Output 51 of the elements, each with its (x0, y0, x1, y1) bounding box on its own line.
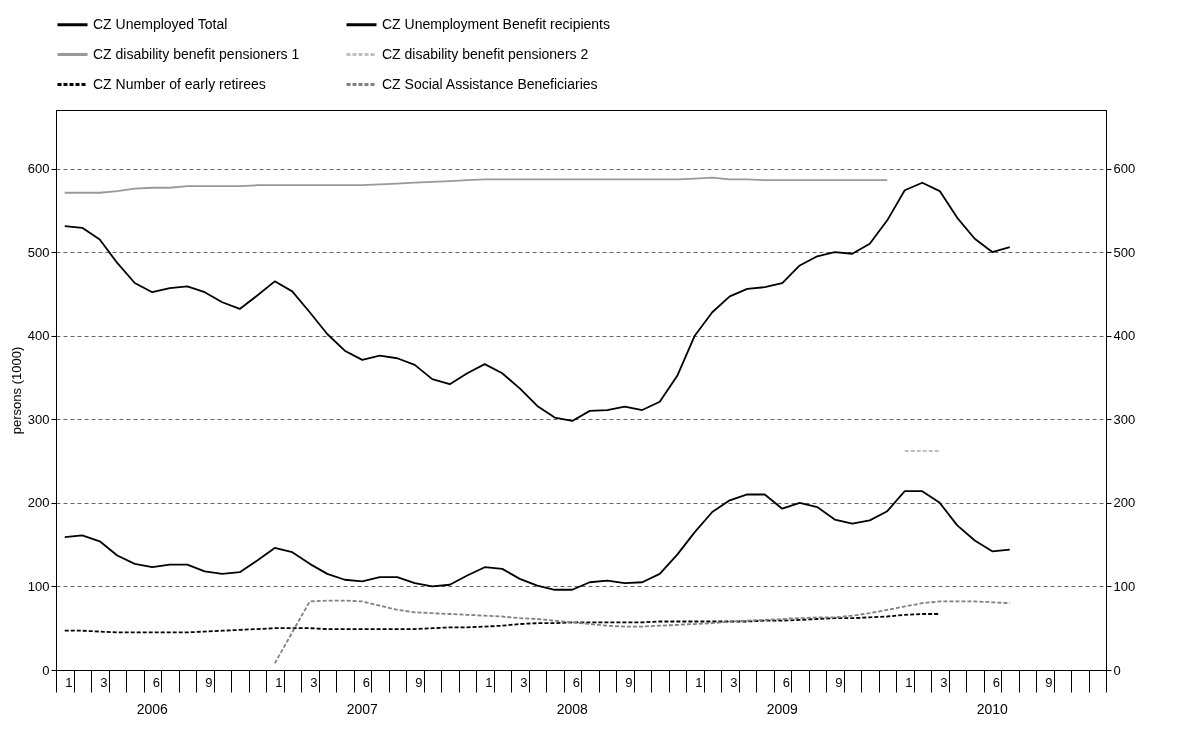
legend-label: CZ disability benefit pensioners 1 (93, 45, 300, 62)
legend-label: CZ Number of early retirees (93, 75, 266, 92)
x-tick-label: 9 (415, 674, 423, 690)
x-tick-label: 6 (362, 674, 370, 690)
x-tick-label: 1 (485, 674, 493, 690)
y-tick-label: 100 (27, 578, 50, 594)
line-series (63, 176, 889, 194)
text: 2009 (766, 701, 799, 717)
legend-label: CZ Unemployed Total (93, 15, 228, 32)
y2-tick-label: 500 (1113, 244, 1136, 260)
line-series (63, 181, 1011, 422)
x-tick-label: 3 (310, 674, 318, 690)
x-tick-label: 1 (905, 674, 913, 690)
line-series (273, 599, 1011, 665)
x-tick-label: 9 (1045, 674, 1053, 690)
y2-tick-label: 400 (1113, 328, 1136, 344)
x-tick-label: 6 (782, 674, 790, 690)
x-tick-label: 1 (695, 674, 703, 690)
y2-tick-label: 200 (1113, 495, 1136, 511)
x-tick-label: 3 (730, 674, 738, 690)
line-series (63, 490, 1011, 591)
text: 2008 (556, 701, 589, 717)
y-tick-label: 400 (27, 328, 50, 344)
x-tick-label: 1 (65, 674, 73, 690)
x-tick-label: 6 (572, 674, 580, 690)
y-tick-label: 600 (27, 161, 50, 177)
text: 2007 (346, 701, 379, 717)
x-tick-label: 3 (100, 674, 108, 690)
line-series (63, 613, 941, 634)
y2-tick-label: 100 (1113, 578, 1136, 594)
y-tick-label: 200 (27, 495, 50, 511)
y2-tick-label: 600 (1113, 161, 1136, 177)
legend-label: CZ Unemployment Benefit recipients (382, 15, 610, 32)
x-tick-label: 3 (940, 674, 948, 690)
x-tick-label: 9 (625, 674, 633, 690)
y2-tick-label: 300 (1113, 411, 1136, 427)
legend-label: CZ disability benefit pensioners 2 (382, 45, 589, 62)
y-axis-title: persons (1000) (8, 346, 24, 435)
x-tick-label: 6 (152, 674, 160, 690)
y-tick-label: 0 (42, 662, 50, 678)
x-tick-label: 6 (992, 674, 1000, 690)
y-tick-label: 300 (27, 411, 50, 427)
y2-tick-label: 0 (1113, 662, 1121, 678)
text: 2010 (976, 701, 1009, 717)
x-tick-label: 1 (275, 674, 283, 690)
y-tick-label: 500 (27, 244, 50, 260)
x-tick-label: 9 (835, 674, 843, 690)
x-tick-label: 3 (520, 674, 528, 690)
text: 2006 (136, 701, 169, 717)
legend-label: CZ Social Assistance Beneficiaries (382, 75, 598, 92)
x-tick-label: 9 (205, 674, 213, 690)
